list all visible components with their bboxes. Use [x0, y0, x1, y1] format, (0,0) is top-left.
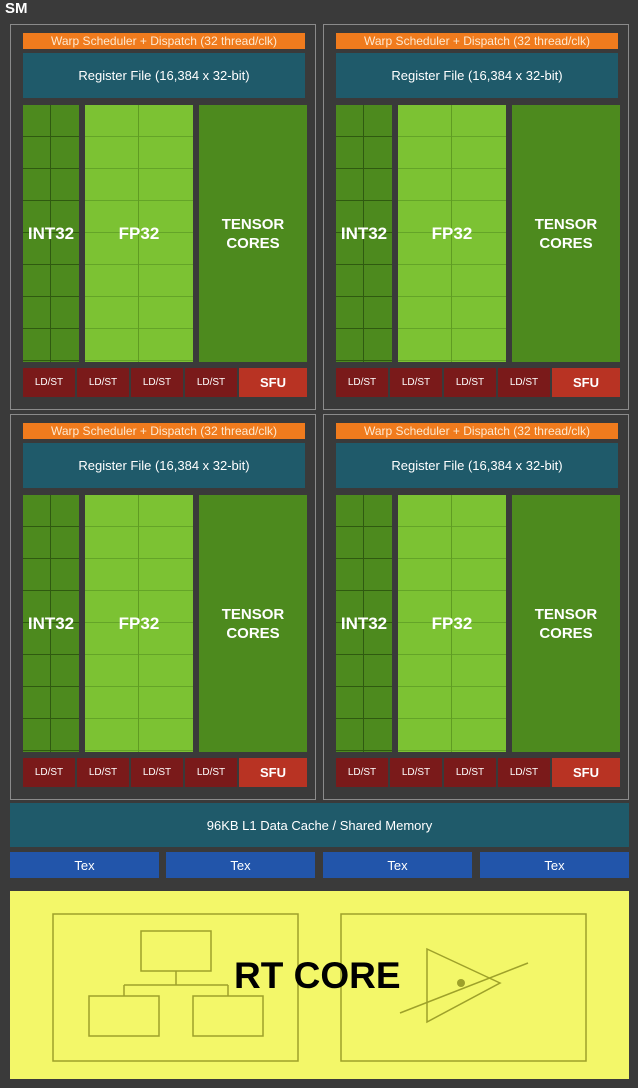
fp32-unit: FP32 — [398, 495, 506, 752]
ldst-unit: LD/ST — [185, 368, 237, 397]
sm-partition-4: Warp Scheduler + Dispatch (32 thread/clk… — [323, 414, 629, 800]
ldst-unit: LD/ST — [23, 758, 75, 787]
warp-scheduler: Warp Scheduler + Dispatch (32 thread/clk… — [23, 423, 305, 439]
sfu-unit: SFU — [552, 368, 620, 397]
int32-unit: INT32 — [336, 105, 392, 362]
ray-triangle-intersection-icon — [340, 913, 587, 1062]
tex-unit-1: Tex — [10, 852, 159, 878]
ldst-unit: LD/ST — [131, 368, 183, 397]
ldst-unit: LD/ST — [444, 758, 496, 787]
rt-core: RT CORE — [10, 891, 629, 1079]
tex-unit-4: Tex — [480, 852, 629, 878]
tensor-label-line1: TENSOR — [534, 605, 598, 623]
ldst-unit: LD/ST — [444, 368, 496, 397]
int32-unit: INT32 — [336, 495, 392, 752]
ldst-unit: LD/ST — [23, 368, 75, 397]
tensor-cores: TENSOR CORES — [199, 105, 307, 362]
register-file: Register File (16,384 x 32-bit) — [23, 53, 305, 98]
rt-core-title: RT CORE — [234, 955, 401, 996]
sm-partition-3: Warp Scheduler + Dispatch (32 thread/clk… — [10, 414, 316, 800]
fp32-unit: FP32 — [85, 105, 193, 362]
sm-partition-1: Warp Scheduler + Dispatch (32 thread/clk… — [10, 24, 316, 410]
tex-unit-2: Tex — [166, 852, 315, 878]
register-file: Register File (16,384 x 32-bit) — [336, 53, 618, 98]
tensor-label-line2: CORES — [226, 624, 280, 642]
int32-unit: INT32 — [23, 105, 79, 362]
l1-data-cache: 96KB L1 Data Cache / Shared Memory — [10, 803, 629, 847]
sm-partition-2: Warp Scheduler + Dispatch (32 thread/clk… — [323, 24, 629, 410]
tensor-cores: TENSOR CORES — [199, 495, 307, 752]
ldst-unit: LD/ST — [336, 758, 388, 787]
tex-unit-3: Tex — [323, 852, 472, 878]
warp-scheduler: Warp Scheduler + Dispatch (32 thread/clk… — [336, 33, 618, 49]
sfu-unit: SFU — [239, 758, 307, 787]
warp-scheduler: Warp Scheduler + Dispatch (32 thread/clk… — [336, 423, 618, 439]
fp32-unit: FP32 — [398, 105, 506, 362]
tensor-label-line2: CORES — [226, 234, 280, 252]
tensor-label-line1: TENSOR — [221, 215, 285, 233]
ldst-unit: LD/ST — [336, 368, 388, 397]
rt-core-diagram — [52, 913, 587, 1062]
ldst-unit: LD/ST — [77, 368, 129, 397]
sfu-unit: SFU — [552, 758, 620, 787]
tensor-label-line2: CORES — [539, 234, 593, 252]
ldst-unit: LD/ST — [77, 758, 129, 787]
sm-label: SM — [5, 0, 28, 17]
ldst-unit: LD/ST — [131, 758, 183, 787]
warp-scheduler: Warp Scheduler + Dispatch (32 thread/clk… — [23, 33, 305, 49]
ldst-unit: LD/ST — [185, 758, 237, 787]
tensor-cores: TENSOR CORES — [512, 495, 620, 752]
sfu-unit: SFU — [239, 368, 307, 397]
ldst-unit: LD/ST — [498, 368, 550, 397]
ldst-unit: LD/ST — [390, 368, 442, 397]
tensor-label-line2: CORES — [539, 624, 593, 642]
ldst-unit: LD/ST — [498, 758, 550, 787]
tensor-label-line1: TENSOR — [534, 215, 598, 233]
tensor-label-line1: TENSOR — [221, 605, 285, 623]
register-file: Register File (16,384 x 32-bit) — [336, 443, 618, 488]
register-file: Register File (16,384 x 32-bit) — [23, 443, 305, 488]
tensor-cores: TENSOR CORES — [512, 105, 620, 362]
fp32-unit: FP32 — [85, 495, 193, 752]
int32-unit: INT32 — [23, 495, 79, 752]
bvh-tree-icon — [52, 913, 299, 1062]
ldst-unit: LD/ST — [390, 758, 442, 787]
